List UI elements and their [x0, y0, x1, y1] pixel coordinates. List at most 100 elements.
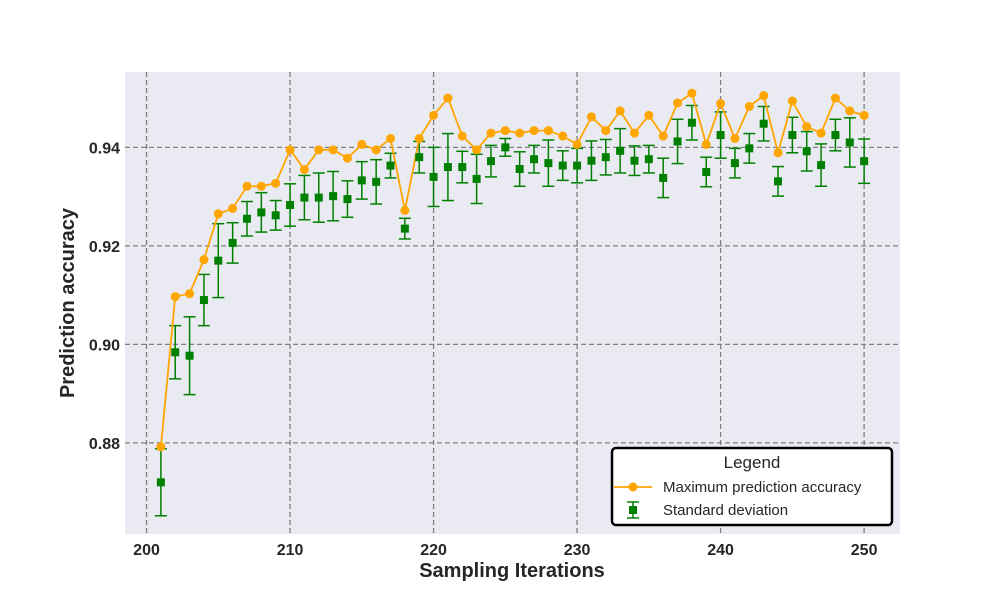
x-tick-label: 210: [277, 542, 304, 559]
max-accuracy-point: [213, 209, 223, 219]
legend-box: [610, 446, 894, 527]
std-deviation-point: [501, 143, 510, 152]
max-accuracy-point: [816, 128, 826, 138]
std-deviation-point: [845, 138, 854, 147]
std-deviation-point: [659, 173, 668, 182]
std-deviation-point: [601, 153, 610, 162]
std-deviation-point: [171, 348, 180, 357]
std-deviation-point: [817, 161, 826, 170]
x-axis-ticks: 200 210 220 230 240 250: [133, 542, 877, 559]
std-deviation-point: [443, 163, 452, 172]
legend-std-label: Standard deviation: [663, 502, 788, 519]
std-deviation-point: [372, 177, 381, 186]
std-deviation-point: [357, 176, 366, 185]
max-accuracy-point: [400, 205, 410, 215]
max-accuracy-point: [500, 126, 510, 136]
std-deviation-point: [774, 177, 783, 186]
max-accuracy-point: [386, 133, 396, 143]
max-accuracy-point: [615, 106, 625, 116]
y-axis-label: Prediction accuracy: [57, 207, 79, 398]
max-accuracy-point: [529, 126, 539, 136]
max-accuracy-point: [773, 148, 783, 158]
std-deviation-point: [286, 200, 295, 209]
std-deviation-point: [831, 131, 840, 140]
std-deviation-point: [314, 193, 323, 202]
std-deviation-point: [214, 256, 223, 265]
std-deviation-point: [257, 208, 266, 217]
x-tick-label: 220: [420, 542, 447, 559]
max-accuracy-point: [156, 442, 166, 452]
x-axis-label: Sampling Iterations: [419, 560, 605, 582]
max-accuracy-point: [199, 255, 209, 265]
max-accuracy-point: [242, 181, 252, 191]
max-accuracy-point: [730, 133, 740, 143]
std-deviation-point: [573, 161, 582, 170]
std-deviation-point: [616, 146, 625, 155]
max-accuracy-point: [543, 126, 553, 136]
std-deviation-point: [745, 144, 754, 153]
std-deviation-point: [730, 159, 739, 168]
max-accuracy-point: [601, 126, 611, 136]
std-deviation-point: [558, 161, 567, 170]
max-accuracy-point: [256, 181, 266, 191]
std-deviation-point: [415, 153, 424, 162]
legend-title: Legend: [724, 453, 781, 472]
max-accuracy-point: [673, 98, 683, 108]
std-deviation-point: [515, 165, 524, 174]
std-deviation-point: [242, 214, 251, 223]
std-deviation-point: [156, 478, 165, 487]
legend-max-marker: [628, 482, 638, 492]
max-accuracy-point: [759, 91, 769, 101]
max-accuracy-point: [744, 101, 754, 111]
max-accuracy-point: [572, 139, 582, 149]
max-accuracy-point: [371, 145, 381, 155]
max-accuracy-point: [644, 110, 654, 120]
std-deviation-point: [587, 156, 596, 165]
std-deviation-point: [185, 351, 194, 360]
max-accuracy-point: [170, 292, 180, 302]
max-accuracy-point: [314, 145, 324, 155]
std-deviation-point: [644, 155, 653, 164]
std-deviation-point: [687, 118, 696, 127]
max-accuracy-point: [228, 203, 238, 213]
max-accuracy-point: [716, 99, 726, 109]
y-tick-label: 0.94: [89, 140, 120, 157]
std-deviation-point: [429, 172, 438, 181]
std-deviation-point: [702, 167, 711, 176]
std-deviation-point: [759, 119, 768, 128]
y-tick-label: 0.92: [89, 239, 120, 256]
max-accuracy-point: [629, 128, 639, 138]
max-accuracy-point: [687, 88, 697, 98]
std-deviation-point: [271, 211, 280, 220]
max-accuracy-point: [299, 165, 309, 175]
std-deviation-point: [329, 192, 338, 201]
max-accuracy-point: [830, 93, 840, 103]
legend-max-label: Maximum prediction accuracy: [663, 479, 862, 496]
max-accuracy-point: [845, 106, 855, 116]
max-accuracy-point: [658, 131, 668, 141]
max-accuracy-point: [414, 133, 424, 143]
max-accuracy-point: [271, 178, 281, 188]
std-deviation-point: [716, 131, 725, 140]
max-accuracy-point: [429, 110, 439, 120]
std-deviation-point: [630, 156, 639, 165]
std-deviation-point: [486, 157, 495, 166]
max-accuracy-series: [156, 88, 869, 452]
std-deviation-point: [199, 296, 208, 305]
legend-std-marker: [629, 506, 637, 514]
x-tick-label: 240: [707, 542, 734, 559]
y-axis-ticks: 0.88 0.90 0.92 0.94: [89, 140, 120, 453]
max-accuracy-point: [328, 145, 338, 155]
legend: Legend Maximum prediction accuracy Stand…: [610, 446, 894, 527]
max-accuracy-point: [185, 289, 195, 299]
std-deviation-point: [228, 238, 237, 247]
max-accuracy-point: [486, 128, 496, 138]
max-accuracy-point: [443, 93, 453, 103]
std-deviation-point: [300, 193, 309, 202]
std-deviation-point: [673, 137, 682, 146]
max-accuracy-point: [586, 112, 596, 122]
max-accuracy-point: [859, 110, 869, 120]
x-tick-label: 200: [133, 542, 160, 559]
max-accuracy-point: [285, 145, 295, 155]
